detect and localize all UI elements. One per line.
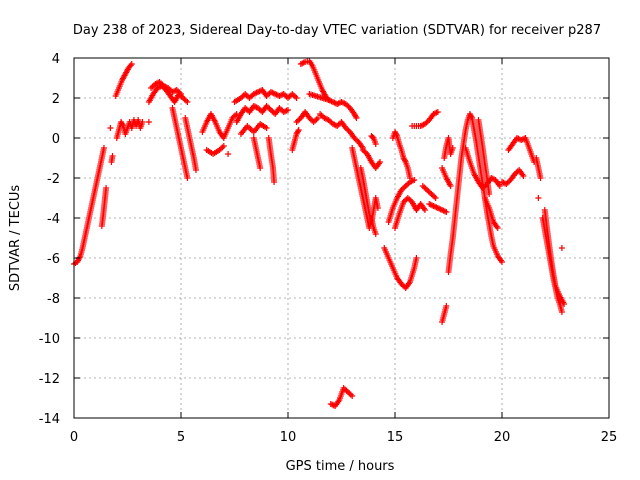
x-tick-label: 15 — [387, 430, 404, 445]
data-point — [393, 131, 400, 138]
data-point — [300, 59, 307, 66]
y-axis-label: SDTVAR / TECUs — [8, 185, 23, 292]
data-point — [335, 100, 342, 107]
data-point — [401, 157, 408, 164]
data-point — [225, 151, 232, 157]
x-tick-label: 25 — [601, 430, 618, 445]
data-point — [220, 143, 227, 149]
data-point — [561, 301, 568, 307]
data-point — [257, 165, 264, 171]
data-point — [535, 195, 542, 201]
data-point — [127, 62, 134, 69]
data-point — [352, 113, 359, 120]
data-point — [372, 141, 379, 147]
data-point — [349, 393, 356, 399]
data-point — [499, 259, 505, 265]
data-point — [413, 255, 420, 261]
data-point — [294, 128, 301, 135]
y-tick-label: 2 — [52, 92, 60, 107]
y-tick-label: -8 — [47, 292, 60, 307]
data-point — [468, 113, 475, 120]
data-point — [119, 121, 126, 128]
grid-lines — [73, 57, 610, 419]
data-point — [486, 191, 493, 197]
y-tick-label: -12 — [39, 372, 60, 387]
data-point — [447, 183, 454, 189]
data-point — [520, 173, 527, 179]
y-axis-ticks: 4 2 0 -2 -4 -6 -8 -10 -12 -14 — [39, 52, 609, 427]
data-point — [271, 179, 278, 185]
data-point — [443, 303, 450, 309]
data-point — [103, 185, 110, 191]
data-point — [496, 183, 503, 189]
y-tick-label: -4 — [47, 212, 60, 227]
x-tick-label: 20 — [494, 430, 511, 445]
data-point — [109, 153, 116, 159]
data-point — [434, 109, 441, 115]
x-tick-label: 5 — [177, 430, 185, 445]
data-point — [433, 109, 440, 116]
data-point — [325, 97, 332, 103]
data-point — [100, 145, 107, 151]
data-point — [558, 309, 565, 315]
data-point — [411, 177, 418, 183]
x-tick-label: 0 — [70, 430, 78, 445]
data-point — [421, 207, 428, 213]
data-point — [449, 145, 456, 151]
chart-title: Day 238 of 2023, Sidereal Day-to-day VTE… — [73, 23, 601, 38]
data-point — [145, 119, 152, 125]
x-tick-label: 10 — [280, 430, 297, 445]
y-tick-label: -6 — [47, 252, 60, 267]
data-point — [377, 159, 384, 165]
data-point — [192, 167, 199, 173]
data-point — [432, 195, 439, 201]
y-tick-label: 0 — [52, 132, 60, 147]
data-point — [537, 175, 544, 181]
x-axis-ticks: 0 5 10 15 20 25 — [70, 58, 617, 445]
data-point — [128, 61, 135, 67]
data-point — [443, 209, 450, 215]
data-point — [283, 107, 290, 114]
data-point — [314, 115, 321, 121]
y-tick-label: -2 — [47, 172, 60, 187]
y-tick-label: -10 — [39, 332, 60, 347]
data-point — [263, 125, 270, 131]
data-point — [406, 175, 413, 181]
y-tick-label: 4 — [52, 52, 60, 67]
data-point — [107, 125, 114, 131]
data-point — [558, 245, 565, 251]
data-point — [178, 91, 184, 97]
data-point — [374, 205, 381, 211]
x-axis-label: GPS time / hours — [286, 459, 395, 474]
data-point — [285, 107, 291, 113]
data-marks — [71, 58, 568, 409]
data-point — [295, 127, 302, 133]
data-point — [139, 119, 146, 125]
data-point — [353, 115, 360, 121]
y-tick-label: -14 — [39, 412, 60, 427]
data-point — [372, 231, 379, 237]
data-point — [184, 175, 191, 181]
plot-frame — [73, 57, 610, 419]
data-point — [494, 225, 501, 231]
data-point — [184, 99, 191, 105]
data-point — [293, 95, 300, 101]
